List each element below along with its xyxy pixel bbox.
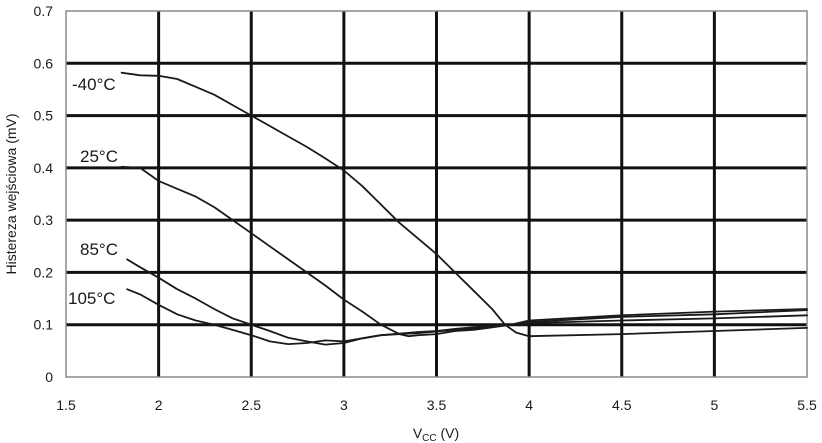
y-tick-label: 0.1: [34, 317, 54, 333]
series-label: 85°C: [80, 240, 118, 259]
y-tick-label: 0.5: [34, 108, 54, 124]
x-tick-label: 2.5: [242, 397, 262, 413]
series-line: [120, 71, 808, 338]
series-label: 25°C: [80, 147, 118, 166]
x-tick-label: 1.5: [56, 397, 76, 413]
series-label: 105°C: [68, 289, 115, 308]
y-tick-label: 0.7: [34, 3, 54, 19]
x-tick-label: 5: [710, 397, 718, 413]
y-tick-label: 0.4: [34, 160, 54, 176]
x-axis-label: VCC (V): [413, 425, 459, 443]
y-axis-label: Histereza wejściowa (mV): [3, 113, 19, 274]
series-line: [120, 165, 808, 338]
x-tick-label: 3: [340, 397, 348, 413]
x-tick-label: 2: [155, 397, 163, 413]
y-tick-label: 0.2: [34, 264, 54, 280]
y-tick-label: 0.3: [34, 212, 54, 228]
y-tick-label: 0: [45, 369, 53, 385]
x-tick-label: 3.5: [427, 397, 447, 413]
x-tick-label: 4.5: [612, 397, 632, 413]
grid: [66, 11, 807, 377]
x-tick-label: 5.5: [797, 397, 817, 413]
series-labels: -40°C 25°C 85°C 105°C: [68, 75, 118, 308]
y-tick-labels: 0 0.1 0.2 0.3 0.4 0.5 0.6 0.7: [34, 3, 54, 385]
series-label: -40°C: [72, 75, 116, 94]
x-tick-label: 4: [525, 397, 533, 413]
plot-frame: [65, 10, 808, 378]
y-tick-label: 0.6: [34, 55, 54, 71]
x-tick-labels: 1.5 2 2.5 3 3.5 4 4.5 5 5.5: [56, 397, 817, 413]
series-lines: [120, 71, 808, 346]
series-line: [126, 288, 808, 345]
